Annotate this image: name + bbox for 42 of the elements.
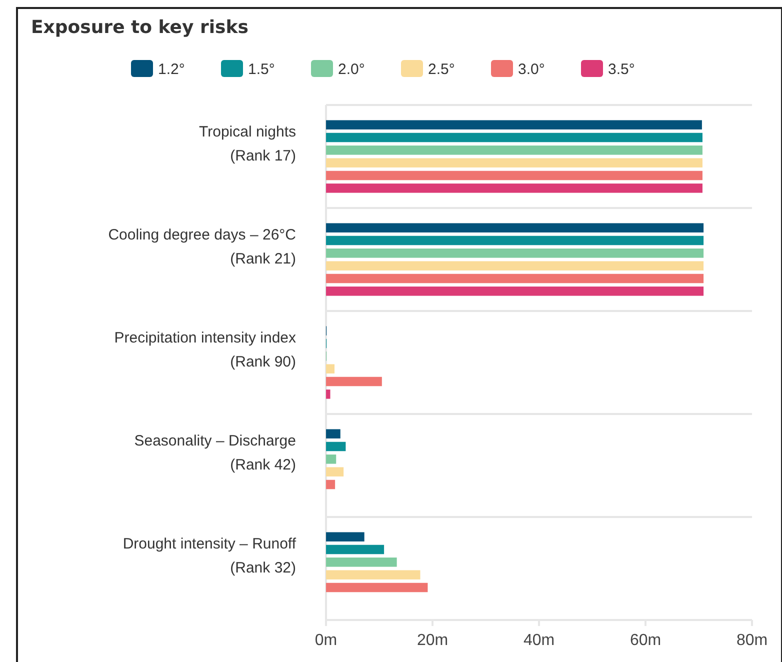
bar	[326, 558, 397, 567]
bar	[326, 570, 420, 580]
bar	[326, 146, 702, 155]
bar	[326, 376, 382, 386]
legend-label: 2.0°	[338, 61, 365, 78]
bar	[326, 170, 702, 180]
text: Exposure to key risks	[31, 17, 248, 38]
legend-label: 3.0°	[518, 61, 545, 78]
bar	[326, 158, 702, 168]
legend-label: 3.5°	[608, 61, 635, 78]
x-tick-label: 60m	[630, 632, 662, 649]
bar	[326, 248, 704, 258]
x-tick-label: 20m	[416, 632, 448, 649]
bar	[326, 544, 384, 554]
bar	[326, 467, 344, 476]
y-tick-label: Precipitation intensity index (Rank 90)	[114, 330, 296, 370]
bar	[326, 532, 364, 542]
bar	[326, 132, 702, 142]
bar	[326, 454, 336, 464]
bar	[326, 390, 330, 399]
bar	[326, 442, 346, 452]
bar	[326, 582, 428, 592]
x-tick-label: 80m	[736, 632, 768, 649]
bar	[326, 286, 704, 296]
bar	[326, 261, 704, 270]
bar	[326, 364, 335, 374]
bar	[326, 480, 336, 490]
bar	[326, 120, 702, 130]
legend-label: 1.2°	[158, 61, 185, 78]
bar	[326, 236, 704, 246]
legend-label: 2.5°	[428, 61, 455, 78]
bar	[326, 184, 702, 193]
legend-label: 1.5°	[248, 61, 275, 78]
bar	[326, 223, 704, 232]
x-tick-label: 40m	[523, 632, 555, 649]
y-tick-label: Cooling degree days – 26°C (Rank 21)	[108, 226, 296, 268]
x-tick-label: 0m	[314, 632, 338, 649]
y-tick-label: Drought intensity – Runoff (Rank 32)	[122, 536, 297, 576]
y-tick-label: Seasonality – Discharge (Rank 42)	[134, 432, 296, 474]
bar	[326, 274, 704, 284]
y-tick-label: Tropical nights (Rank 17)	[199, 124, 296, 164]
bar	[326, 429, 340, 438]
